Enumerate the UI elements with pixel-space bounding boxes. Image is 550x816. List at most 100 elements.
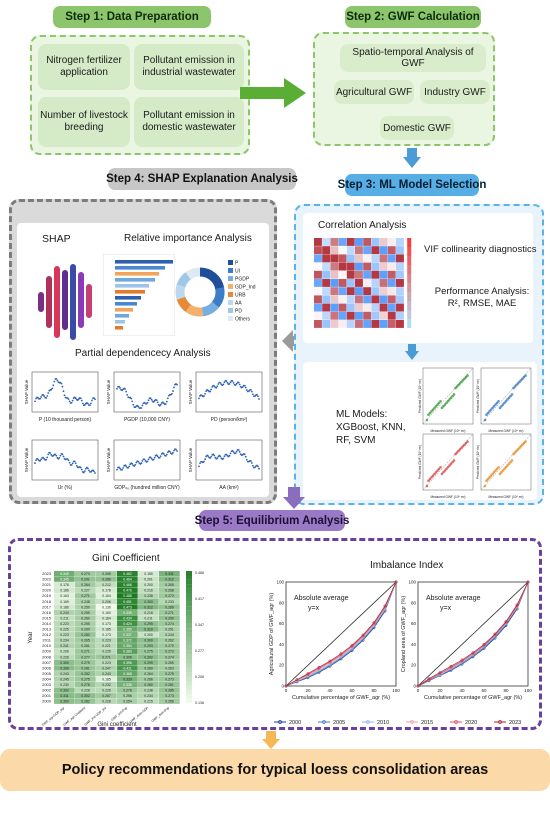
gini-colorbar bbox=[186, 667, 192, 673]
arrow-down-orange-icon bbox=[262, 731, 280, 749]
importance-bar bbox=[115, 290, 145, 294]
lorenz-x-tick: 100 bbox=[392, 688, 400, 693]
gini-cell-value: 0.163 bbox=[60, 594, 69, 598]
gini-cell-value: 0.302 bbox=[60, 689, 69, 693]
lorenz-xlabel: Cumulative percentage of GWF_agr (%) bbox=[292, 695, 390, 701]
pd-plot-xlabel: GDPₙₒ (hundred million CNY) bbox=[114, 485, 180, 491]
corr-cell bbox=[363, 279, 372, 287]
gini-colorbar-tick: 0.417 bbox=[195, 597, 204, 601]
lorenz-point bbox=[339, 652, 343, 656]
gini-cell bbox=[117, 648, 138, 654]
corr-cell bbox=[322, 287, 331, 296]
pd-point bbox=[67, 459, 70, 462]
gini-cell-value: 0.271 bbox=[81, 594, 90, 598]
gini-cell bbox=[117, 576, 138, 582]
gini-year-label: 2005 bbox=[42, 671, 52, 676]
gini-cell-value: 0.295 bbox=[144, 622, 153, 626]
gini-cell bbox=[117, 643, 138, 649]
gini-cell bbox=[96, 615, 117, 621]
ml-point bbox=[512, 386, 515, 390]
gini-colorbar bbox=[186, 571, 192, 576]
donut-legend-label: UI bbox=[235, 269, 240, 275]
pd-point bbox=[34, 462, 36, 465]
gini-cell bbox=[159, 571, 180, 577]
gini-cell bbox=[96, 693, 117, 699]
gini-cell bbox=[54, 582, 75, 588]
pd-point bbox=[204, 392, 207, 395]
ml-point bbox=[449, 396, 453, 400]
pd-point bbox=[61, 453, 64, 456]
gini-cell bbox=[138, 676, 159, 682]
lorenz-point bbox=[383, 604, 387, 608]
pd-point bbox=[249, 460, 252, 462]
importance-bar bbox=[115, 326, 123, 330]
corr-cell bbox=[355, 279, 363, 287]
pd-point bbox=[118, 385, 120, 388]
pd-point bbox=[94, 472, 96, 474]
corr-colorbar bbox=[407, 265, 412, 274]
pd-point bbox=[166, 451, 169, 454]
gini-cell-value: 0.212 bbox=[102, 583, 111, 587]
lorenz-y-tick: 100 bbox=[276, 580, 284, 585]
gini-colorbar bbox=[186, 579, 192, 585]
ml-scatter-plots: Measured GWF (10⁸ m³) Predicted GWF (10⁸ … bbox=[418, 367, 532, 499]
importance-bar bbox=[115, 308, 133, 312]
gini-cell-value: 0.281 bbox=[81, 666, 90, 670]
pd-point bbox=[68, 461, 71, 464]
lorenz-legend-marker bbox=[498, 720, 502, 724]
pd-point bbox=[210, 388, 213, 391]
ml-point bbox=[500, 470, 503, 474]
gini-cell-value: 0.160 bbox=[102, 611, 111, 615]
gini-cell bbox=[138, 693, 159, 699]
corr-colorbar bbox=[407, 319, 412, 328]
pd-point bbox=[223, 381, 226, 384]
gini-cell bbox=[54, 670, 75, 677]
corr-cell bbox=[355, 270, 363, 279]
pd-point bbox=[45, 397, 48, 399]
pd-point bbox=[156, 455, 159, 458]
corr-cell bbox=[396, 295, 404, 304]
pd-point bbox=[234, 452, 237, 455]
gini-cell bbox=[54, 587, 75, 593]
gini-cell bbox=[75, 682, 96, 688]
corr-cell bbox=[363, 303, 372, 312]
lorenz-abs-average: Absolute average bbox=[426, 595, 481, 602]
pd-point bbox=[256, 393, 258, 396]
lorenz-point bbox=[482, 642, 486, 646]
ml-point bbox=[486, 477, 490, 481]
lorenz-y-tick: 40 bbox=[279, 642, 285, 647]
pd-point bbox=[62, 390, 65, 393]
gini-cell-value: 0.466 bbox=[123, 583, 132, 587]
gini-cell-value: 0.225 bbox=[60, 628, 69, 632]
lorenz-y-tick: 20 bbox=[279, 663, 285, 668]
ml-point bbox=[434, 470, 438, 474]
gini-cell bbox=[117, 676, 138, 682]
donut-slice bbox=[176, 272, 192, 288]
ml-point bbox=[491, 472, 494, 476]
pd-point bbox=[56, 379, 59, 382]
pd-point bbox=[219, 455, 222, 458]
ml-point bbox=[452, 459, 456, 462]
gini-cell-value: 0.244 bbox=[165, 633, 174, 637]
gwf-spatio-temporal: Spatio-temporal Analysis of GWF bbox=[340, 44, 486, 72]
gini-cell-value: 0.302 bbox=[81, 694, 90, 698]
gini-cell-value: 0.333 bbox=[123, 677, 132, 681]
lorenz-legend-label: 2005 bbox=[333, 720, 345, 726]
pd-point bbox=[47, 392, 50, 394]
gini-cell-value: 0.383 bbox=[123, 650, 132, 654]
gini-year-label: 2015 bbox=[42, 615, 52, 620]
pd-point bbox=[209, 457, 212, 459]
pd-point bbox=[219, 381, 222, 384]
gini-cell-value: 0.233 bbox=[165, 600, 174, 604]
step4-title: Step 4: SHAP Explanation Analysis bbox=[106, 168, 298, 190]
pd-point bbox=[204, 458, 207, 460]
pd-point bbox=[257, 395, 259, 398]
gini-cell bbox=[159, 609, 180, 616]
corr-cell bbox=[387, 270, 396, 279]
gini-cell bbox=[138, 582, 159, 588]
pd-point bbox=[122, 467, 125, 469]
gini-cell-value: 0.280 bbox=[144, 666, 153, 670]
corr-cell bbox=[396, 287, 404, 296]
gini-year-label: 2004 bbox=[42, 676, 52, 681]
gini-year-label: 2002 bbox=[42, 688, 52, 693]
